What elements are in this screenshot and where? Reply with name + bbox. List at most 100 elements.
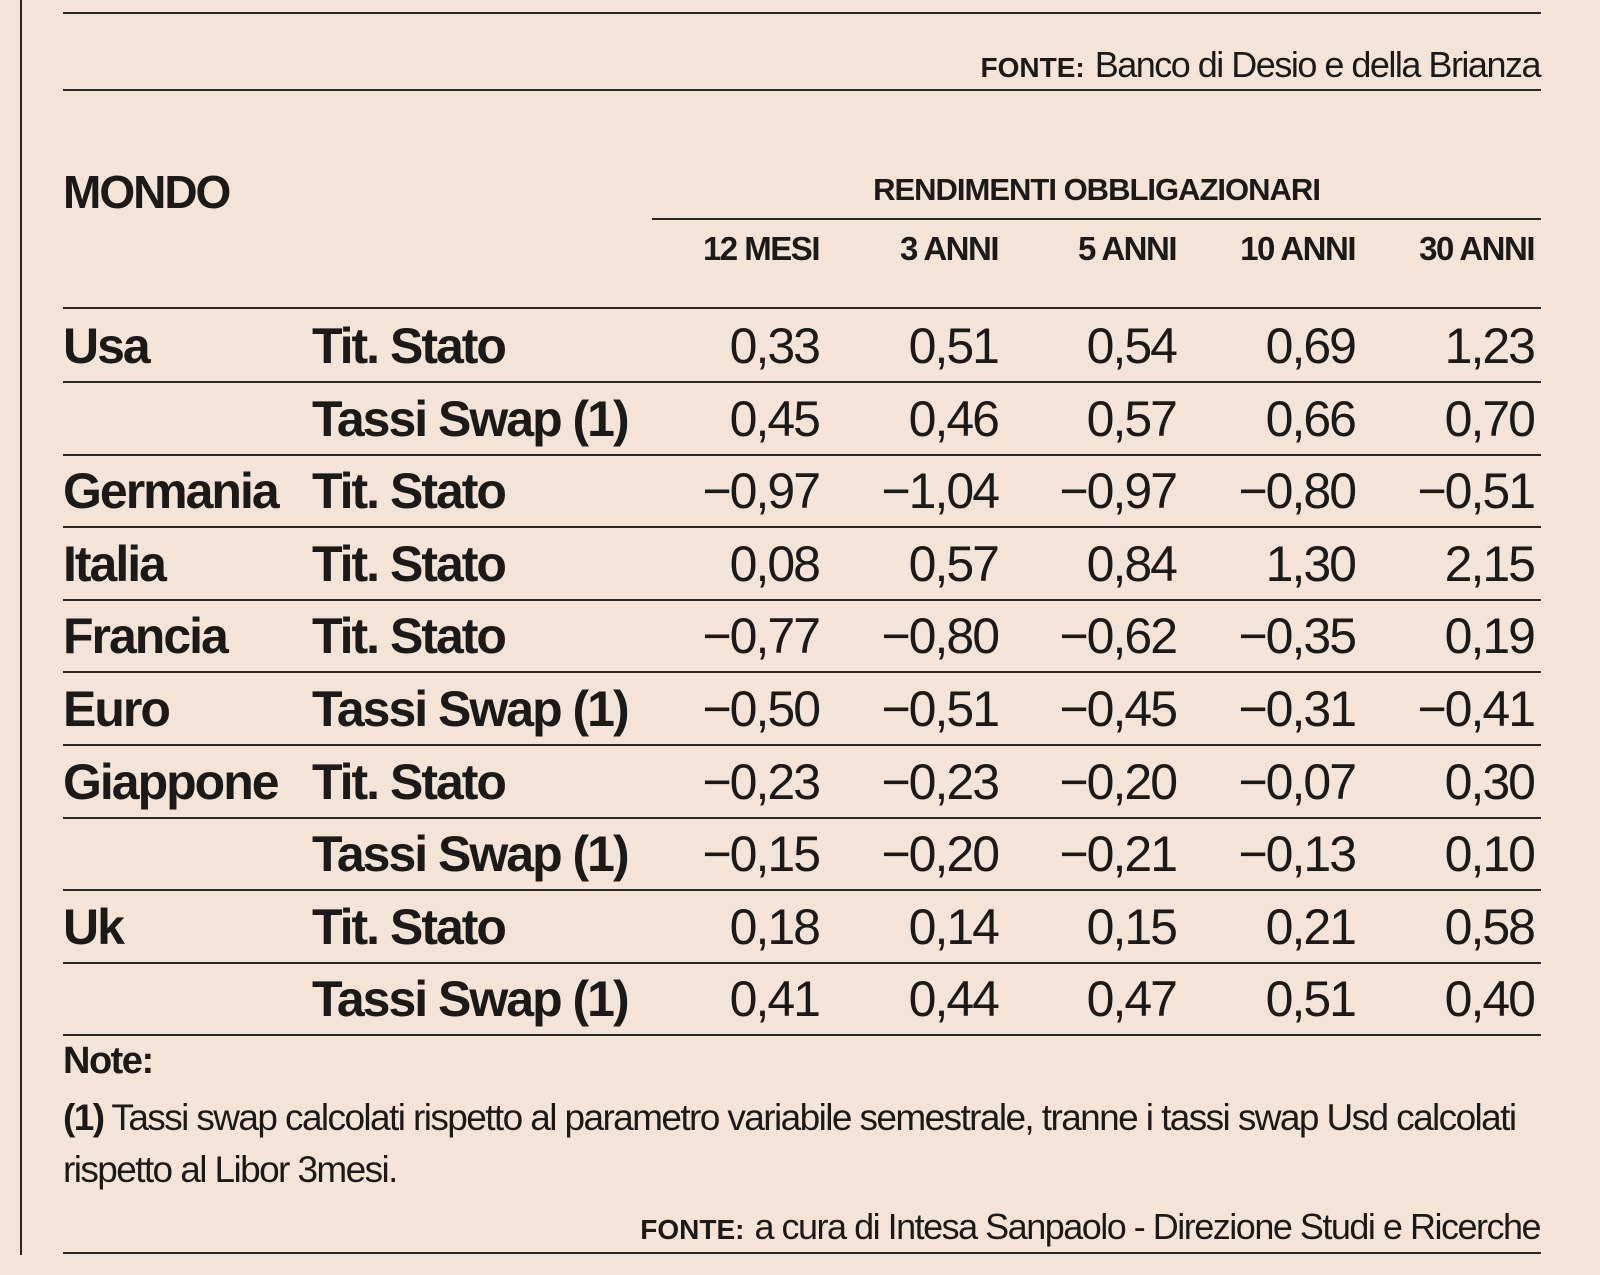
group-header-rule [652,218,1541,220]
yield-value: −0,20 [881,826,1000,883]
yield-value: −0,97 [702,463,821,520]
yield-value: 2,15 [1444,535,1536,592]
row-type: Tit. Stato [312,608,507,665]
yield-value: −0,80 [881,608,1000,665]
row-type: Tit. Stato [312,898,507,955]
top-source-label: FONTE: [980,52,1085,83]
bottom-source-label: FONTE: [640,1214,745,1245]
column-header: 12 MESI [702,230,821,267]
yield-value: −0,50 [702,681,821,737]
top-source: FONTE: Banco di Desio e della Brianza [980,44,1542,86]
yield-value: 0,51 [908,318,1000,374]
bottom-source-text: a cura di Intesa Sanpaolo - Direzione St… [754,1206,1542,1247]
yield-value: −0,45 [1059,681,1178,737]
yield-value: 0,58 [1444,898,1536,955]
table-row: Euro Tassi Swap (1) −0,50 −0,51 −0,45 −0,31 −0… [63,672,1541,746]
yield-value: −0,41 [1417,681,1536,737]
row-country: Uk [63,898,125,955]
row-type: Tassi Swap (1) [312,390,630,447]
column-header: 30 ANNI [1419,230,1535,267]
yield-value: 0,69 [1265,318,1357,374]
row-country: Francia [63,608,229,665]
yield-value: −0,23 [702,753,821,810]
yield-value: 0,19 [1444,608,1536,665]
row-country: Germania [63,463,280,520]
yield-value: −0,97 [1059,463,1178,520]
notes-body: Tassi swap calcolati rispetto al paramet… [63,1097,1517,1190]
yield-value: 0,57 [1086,390,1178,447]
yield-value: −0,23 [881,753,1000,810]
yield-value: −0,07 [1238,753,1357,810]
group-header: RENDIMENTI OBBLIGAZIONARI [873,172,1321,207]
yield-value: 0,18 [729,898,821,955]
yield-value: −0,35 [1238,608,1357,665]
row-type: Tassi Swap (1) [312,826,630,883]
yield-value: −0,15 [702,826,821,883]
row-type: Tassi Swap (1) [312,681,630,737]
left-margin-rule [20,0,22,1255]
yield-value: −0,62 [1059,608,1178,665]
yield-value: 0,33 [729,318,821,374]
row-country: Euro [63,681,171,737]
yield-value: −0,31 [1238,681,1357,737]
yield-value: −0,51 [881,681,1000,737]
yield-value: 0,30 [1444,753,1536,810]
yield-value: 0,51 [1265,971,1357,1028]
table-row: Tassi Swap (1) 0,45 0,46 0,57 0,66 0,70 [63,382,1541,456]
yield-value: −0,13 [1238,826,1357,883]
table-row: Italia Tit. Stato 0,08 0,57 0,84 1,30 2,15 [63,527,1541,601]
yield-value: 0,84 [1086,535,1178,592]
row-country: Giappone [63,753,280,810]
yield-value: 0,14 [908,898,1000,955]
yield-value: 0,66 [1265,390,1357,447]
bottom-rule [63,1252,1541,1254]
notes-marker: (1) [63,1097,105,1138]
bottom-source: FONTE: a cura di Intesa Sanpaolo - Direzi… [640,1206,1542,1248]
yield-value: 0,47 [1086,971,1178,1028]
row-type: Tit. Stato [312,318,507,374]
column-header: 3 ANNI [900,230,999,267]
row-type: Tit. Stato [312,463,507,520]
row-type: Tit. Stato [312,535,507,592]
row-type: Tit. Stato [312,753,507,810]
notes-text: (1) Tassi swap calcolati rispetto al para… [63,1092,1543,1196]
yield-value: 0,41 [729,971,821,1028]
top-source-text: Banco di Desio e della Brianza [1094,44,1542,85]
table-row: Uk Tit. Stato 0,18 0,14 0,15 0,21 0,58 [63,890,1541,964]
yield-value: −1,04 [881,463,1000,520]
notes-heading: Note: [63,1040,154,1082]
row-country: Italia [63,535,167,592]
yield-value: 0,45 [729,390,821,447]
yield-value: 0,21 [1265,898,1357,955]
row-country: Usa [63,318,151,374]
yield-value: −0,20 [1059,753,1178,810]
column-header: 10 ANNI [1240,230,1356,267]
yield-value: −0,80 [1238,463,1357,520]
yield-value: 0,44 [908,971,1000,1028]
yield-value: 0,46 [908,390,1000,447]
table-row: Usa Tit. Stato 0,33 0,51 0,54 0,69 1,23 [63,309,1541,383]
table-row: Giappone Tit. Stato −0,23 −0,23 −0,20 −0,07 0,… [63,745,1541,819]
yield-value: 0,54 [1086,318,1178,374]
yield-value: 0,10 [1444,826,1536,883]
table-row: Francia Tit. Stato −0,77 −0,80 −0,62 −0,35 0,1… [63,599,1541,674]
table-row: Tassi Swap (1) 0,41 0,44 0,47 0,51 0,40 [63,962,1541,1037]
header-rule [63,307,1541,309]
yield-value: 1,30 [1265,535,1357,592]
column-header: 5 ANNI [1078,230,1177,267]
yield-value: 0,40 [1444,971,1536,1028]
yield-value: 0,15 [1086,898,1178,955]
table-row: Tassi Swap (1) −0,15 −0,20 −0,21 −0,13 0,10 [63,817,1541,892]
yield-value: −0,51 [1417,463,1536,520]
yield-value: 1,23 [1444,318,1536,374]
yield-value: 0,57 [908,535,1000,592]
table-row: Germania Tit. Stato −0,97 −1,04 −0,97 −0,80 −0… [63,454,1541,529]
top-rule [63,12,1541,14]
yield-value: −0,77 [702,608,821,665]
yield-value: 0,70 [1444,390,1536,447]
yield-value: −0,21 [1059,826,1178,883]
table-title: MONDO [63,166,231,218]
yield-value: 0,08 [729,535,821,592]
row-type: Tassi Swap (1) [312,971,630,1028]
source-rule [63,89,1541,91]
